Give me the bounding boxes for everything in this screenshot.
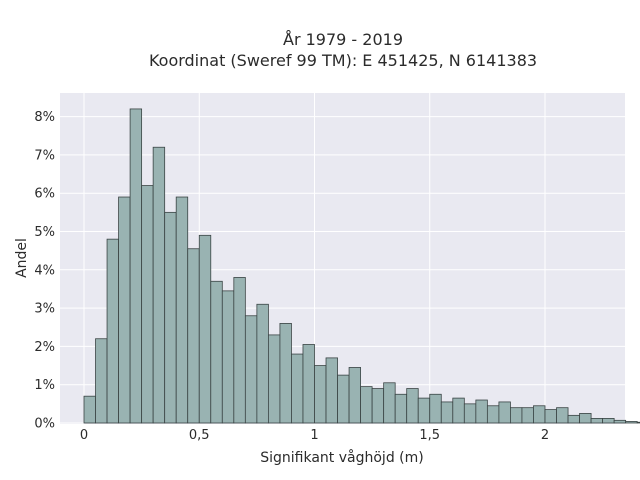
histogram-bar	[141, 185, 154, 424]
x-tick-label: 0,5	[189, 428, 210, 443]
y-tick-label: 0%	[34, 417, 55, 432]
histogram-bar	[233, 277, 246, 424]
histogram-bar	[198, 234, 212, 424]
y-tick-label: 6%	[34, 187, 55, 202]
chart-title-line2: Koordinat (Sweref 99 TM): E 451425, N 61…	[149, 51, 537, 70]
histogram-bar	[164, 211, 177, 424]
x-axis-label: Signifikant våghöjd (m)	[260, 449, 423, 466]
histogram-bar	[556, 407, 569, 424]
histogram-bar	[544, 409, 557, 424]
histogram-bar	[360, 386, 373, 424]
histogram-bar	[348, 367, 362, 424]
histogram-bar	[95, 338, 108, 424]
histogram-bar	[590, 418, 604, 424]
histogram-bar	[602, 418, 615, 424]
histogram-bar	[486, 405, 500, 424]
histogram-bar	[567, 414, 580, 424]
histogram-bar	[118, 196, 131, 424]
histogram-bar	[279, 323, 292, 424]
histogram-bar	[417, 397, 431, 424]
y-tick-label: 3%	[34, 302, 55, 317]
y-tick-label: 5%	[34, 225, 55, 240]
x-tick-label: 1,5	[419, 428, 440, 443]
histogram-bar	[383, 382, 396, 424]
histogram-bar	[314, 365, 327, 424]
bars-layer	[83, 108, 640, 424]
y-axis-label: Andel	[14, 238, 30, 278]
histogram-bar	[187, 248, 200, 424]
histogram-bar	[210, 280, 223, 424]
histogram-bar	[533, 405, 546, 424]
histogram-bar	[83, 395, 96, 424]
histogram-bar	[498, 401, 511, 424]
histogram-bar	[175, 196, 189, 424]
histogram-bar	[129, 108, 143, 424]
histogram-bar	[152, 146, 166, 424]
histogram-bar	[337, 374, 350, 424]
histogram-bar	[106, 238, 119, 424]
histogram-bar	[371, 388, 385, 424]
x-tick-label: 2	[541, 428, 549, 443]
x-tick-label: 0	[80, 428, 88, 443]
histogram-bar	[625, 421, 638, 424]
histogram-bar	[429, 393, 442, 424]
histogram-bar	[291, 353, 304, 424]
histogram-bar	[406, 388, 419, 424]
histogram-bar	[302, 344, 315, 424]
histogram-bar	[394, 393, 408, 424]
histogram-bar	[221, 290, 235, 424]
y-tick-label: 2%	[34, 340, 55, 355]
y-tick-label: 7%	[34, 148, 55, 163]
histogram-bar	[440, 401, 454, 424]
y-tick-label: 4%	[34, 263, 55, 278]
histogram-bar	[267, 334, 281, 424]
ticks-layer: 0% 1% 2% 3% 4% 5% 6% 7% 8% 0 0,5 1 1,5 2	[34, 110, 549, 443]
histogram-bar	[636, 421, 640, 424]
x-tick-label: 1	[310, 428, 318, 443]
histogram-bar	[613, 419, 627, 424]
y-tick-label: 8%	[34, 110, 55, 125]
histogram-bar	[256, 303, 269, 424]
histogram-bar	[475, 399, 488, 424]
histogram-bar	[521, 407, 534, 424]
chart-title-line1: År 1979 - 2019	[283, 30, 403, 49]
histogram-bar	[325, 357, 338, 424]
histogram-bar	[452, 397, 465, 424]
histogram-bar	[579, 413, 592, 424]
histogram-bar	[463, 403, 477, 424]
y-tick-label: 1%	[34, 378, 55, 393]
histogram-bar	[244, 315, 258, 424]
histogram-bar	[510, 407, 523, 424]
